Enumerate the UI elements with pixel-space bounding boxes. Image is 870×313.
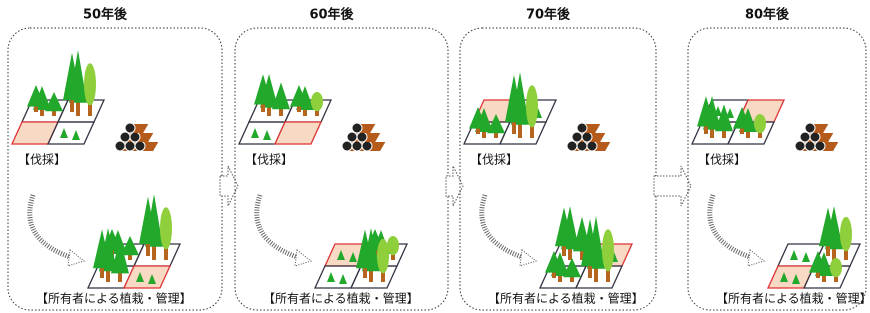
sapling [802, 252, 810, 262]
curve-arrow [30, 195, 73, 258]
plot-cell [58, 100, 104, 122]
sapling [263, 130, 271, 140]
log-end [577, 141, 587, 151]
log-end [125, 141, 135, 151]
plot-cell [275, 122, 321, 144]
plot-cell [12, 122, 58, 144]
plot-cell [500, 122, 546, 144]
curve-arrow [710, 195, 753, 258]
crown [84, 63, 96, 105]
step-arrow [446, 166, 463, 206]
crown [840, 217, 852, 252]
log-end [582, 132, 592, 142]
log-end [347, 132, 357, 142]
sapling [790, 250, 798, 260]
log-end [815, 141, 825, 151]
plot-cell [315, 266, 361, 288]
log-end [130, 132, 140, 142]
crown [160, 207, 172, 249]
panel: 60年後【伐採】【所有者による植栽・管理】 [235, 7, 448, 311]
log-end [342, 141, 352, 151]
crown [377, 239, 389, 274]
log-end [795, 141, 805, 151]
curve-arrow [257, 195, 300, 258]
log-end [362, 141, 372, 151]
planting-label: 【所有者による植栽・管理】 [716, 291, 870, 306]
crown [602, 229, 614, 271]
step-arrow [654, 166, 691, 206]
log-end [567, 141, 577, 151]
panel-title: 60年後 [309, 7, 354, 23]
crown [754, 114, 766, 133]
panel-title: 80年後 [745, 7, 790, 23]
plot-cell [134, 244, 180, 266]
log-end [135, 141, 145, 151]
log-end [805, 141, 815, 151]
curve-arrow-head [520, 250, 536, 266]
panel-border [235, 28, 448, 310]
panel: 80年後【伐採】【所有者による植栽・管理】 [688, 7, 870, 311]
log-end [577, 123, 587, 133]
sapling [251, 128, 259, 138]
log-end [800, 132, 810, 142]
curve-arrow-head [748, 250, 764, 266]
panel: 50年後【伐採】【所有者による植栽・管理】 [8, 7, 222, 311]
log-end [120, 132, 130, 142]
log-end [357, 132, 367, 142]
log-end [125, 123, 135, 133]
sapling [327, 272, 335, 282]
curve-arrow [482, 195, 525, 258]
log-end [587, 141, 597, 151]
log-end [805, 123, 815, 133]
panel-title: 50年後 [83, 7, 128, 23]
log-end [352, 123, 362, 133]
harvest-label: 【伐採】 [470, 153, 518, 167]
plot-cell [768, 266, 814, 288]
crown [311, 92, 323, 111]
crown [526, 85, 538, 127]
curve-arrow-head [68, 250, 84, 266]
plot-cell [124, 266, 170, 288]
diagram: 50年後【伐採】【所有者による植栽・管理】60年後【伐採】【所有者による植栽・管… [0, 0, 870, 313]
sapling [339, 274, 347, 284]
planting-label: 【所有者による植栽・管理】 [36, 291, 192, 306]
curve-arrow-head [295, 250, 311, 266]
harvest-label: 【伐採】 [698, 153, 746, 167]
plot-cell [576, 266, 622, 288]
panel-title: 70年後 [526, 7, 571, 23]
harvest-label: 【伐採】 [18, 153, 66, 167]
harvest-label: 【伐採】 [245, 153, 293, 167]
log-end [115, 141, 125, 151]
sapling [72, 130, 80, 140]
log-end [810, 132, 820, 142]
panel: 70年後【伐採】【所有者による植栽・管理】 [460, 7, 656, 311]
planting-label: 【所有者による植栽・管理】 [488, 291, 644, 306]
crown [830, 258, 842, 277]
sapling [60, 128, 68, 138]
planting-label: 【所有者による植栽・管理】 [263, 291, 419, 306]
log-end [572, 132, 582, 142]
log-end [352, 141, 362, 151]
